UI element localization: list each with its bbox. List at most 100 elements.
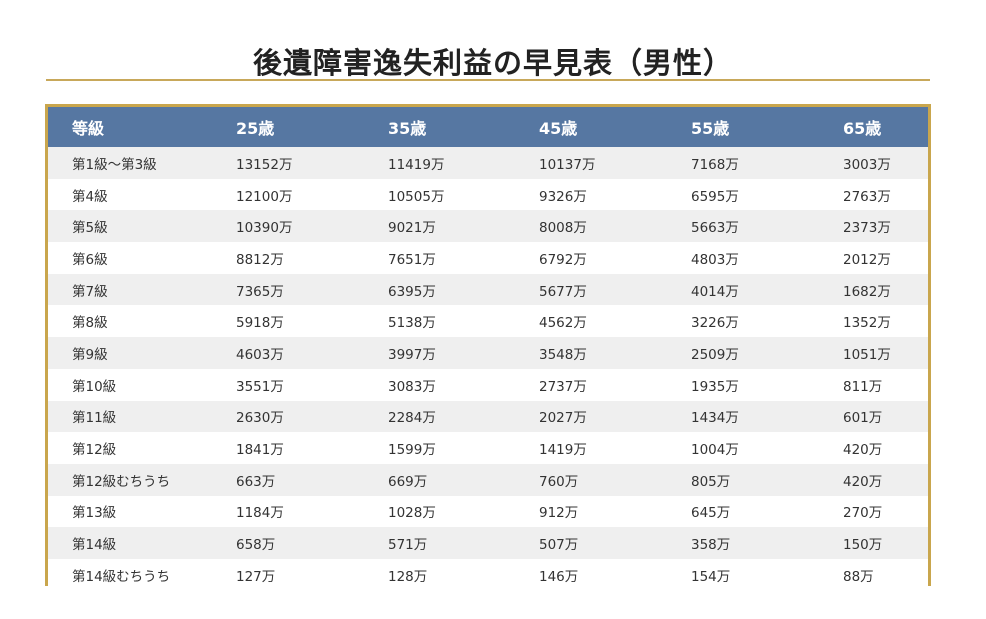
value-cell: 601万 xyxy=(843,410,883,427)
value-cell: 811万 xyxy=(843,378,883,395)
value-cell: 127万 xyxy=(236,568,276,585)
value-cell: 3997万 xyxy=(388,346,436,363)
value-cell: 3083万 xyxy=(388,378,436,395)
value-cell: 645万 xyxy=(691,505,731,522)
table-row: 第12級むちうち 663万 669万 760万 805万 420万 xyxy=(48,463,928,496)
value-cell: 1599万 xyxy=(388,442,436,459)
value-cell: 658万 xyxy=(236,537,276,554)
value-cell: 10137万 xyxy=(539,156,596,173)
value-cell: 420万 xyxy=(843,442,883,459)
grade-cell: 第1級〜第3級 xyxy=(72,156,157,173)
table-row: 第8級 5918万 5138万 4562万 3226万 1352万 xyxy=(48,305,928,338)
value-cell: 8008万 xyxy=(539,220,587,237)
grade-cell: 第6級 xyxy=(72,251,108,268)
value-cell: 2737万 xyxy=(539,378,587,395)
grade-cell: 第8級 xyxy=(72,315,108,332)
table-header-row: 等級 25歳 35歳 45歳 55歳 65歳 xyxy=(48,107,928,147)
grade-cell: 第10級 xyxy=(72,378,117,395)
value-cell: 1682万 xyxy=(843,283,891,300)
value-cell: 1419万 xyxy=(539,442,587,459)
value-cell: 2012万 xyxy=(843,251,891,268)
value-cell: 2763万 xyxy=(843,188,891,205)
table-row: 第14級むちうち 127万 128万 146万 154万 88万 xyxy=(48,558,928,591)
value-cell: 7651万 xyxy=(388,251,436,268)
value-cell: 146万 xyxy=(539,568,579,585)
value-cell: 5138万 xyxy=(388,315,436,332)
value-cell: 6595万 xyxy=(691,188,739,205)
grade-cell: 第12級むちうち xyxy=(72,473,171,490)
value-cell: 12100万 xyxy=(236,188,293,205)
value-cell: 1184万 xyxy=(236,505,284,522)
value-cell: 3551万 xyxy=(236,378,284,395)
value-cell: 11419万 xyxy=(388,156,445,173)
value-cell: 4803万 xyxy=(691,251,739,268)
grade-cell: 第5級 xyxy=(72,220,108,237)
value-cell: 669万 xyxy=(388,473,428,490)
table-row: 第11級 2630万 2284万 2027万 1434万 601万 xyxy=(48,400,928,433)
value-cell: 1004万 xyxy=(691,442,739,459)
table-row: 第4級 12100万 10505万 9326万 6595万 2763万 xyxy=(48,178,928,211)
value-cell: 3548万 xyxy=(539,346,587,363)
grade-cell: 第9級 xyxy=(72,346,108,363)
value-cell: 1352万 xyxy=(843,315,891,332)
value-cell: 7168万 xyxy=(691,156,739,173)
value-cell: 1051万 xyxy=(843,346,891,363)
value-cell: 150万 xyxy=(843,537,883,554)
table-row: 第7級 7365万 6395万 5677万 4014万 1682万 xyxy=(48,273,928,306)
grade-cell: 第11級 xyxy=(72,410,117,427)
header-age-35: 35歳 xyxy=(388,119,427,138)
value-cell: 5918万 xyxy=(236,315,284,332)
value-cell: 10390万 xyxy=(236,220,293,237)
value-cell: 507万 xyxy=(539,537,579,554)
table-row: 第9級 4603万 3997万 3548万 2509万 1051万 xyxy=(48,337,928,369)
title-divider xyxy=(46,79,930,81)
lost-earnings-table: 等級 25歳 35歳 45歳 55歳 65歳 第1級〜第3級 13152万 11… xyxy=(48,107,928,591)
value-cell: 1935万 xyxy=(691,378,739,395)
value-cell: 4014万 xyxy=(691,283,739,300)
value-cell: 270万 xyxy=(843,505,883,522)
value-cell: 5663万 xyxy=(691,220,739,237)
table-row: 第1級〜第3級 13152万 11419万 10137万 7168万 3003万 xyxy=(48,147,928,179)
value-cell: 2373万 xyxy=(843,220,891,237)
header-age-25: 25歳 xyxy=(236,119,275,138)
header-grade: 等級 xyxy=(72,119,105,138)
grade-cell: 第14級 xyxy=(72,537,117,554)
value-cell: 420万 xyxy=(843,473,883,490)
value-cell: 6792万 xyxy=(539,251,587,268)
table-row: 第14級 658万 571万 507万 358万 150万 xyxy=(48,527,928,559)
value-cell: 9021万 xyxy=(388,220,436,237)
value-cell: 154万 xyxy=(691,568,731,585)
value-cell: 88万 xyxy=(843,568,874,585)
grade-cell: 第12級 xyxy=(72,442,117,459)
table-row: 第5級 10390万 9021万 8008万 5663万 2373万 xyxy=(48,210,928,243)
header-age-65: 65歳 xyxy=(843,119,882,138)
value-cell: 4562万 xyxy=(539,315,587,332)
value-cell: 4603万 xyxy=(236,346,284,363)
table-row: 第10級 3551万 3083万 2737万 1935万 811万 xyxy=(48,368,928,401)
value-cell: 2630万 xyxy=(236,410,284,427)
value-cell: 1028万 xyxy=(388,505,436,522)
value-cell: 8812万 xyxy=(236,251,284,268)
value-cell: 3226万 xyxy=(691,315,739,332)
value-cell: 2027万 xyxy=(539,410,587,427)
value-cell: 358万 xyxy=(691,537,731,554)
value-cell: 7365万 xyxy=(236,283,284,300)
value-cell: 10505万 xyxy=(388,188,445,205)
value-cell: 663万 xyxy=(236,473,276,490)
table-row: 第12級 1841万 1599万 1419万 1004万 420万 xyxy=(48,432,928,464)
value-cell: 13152万 xyxy=(236,156,293,173)
value-cell: 1434万 xyxy=(691,410,739,427)
value-cell: 9326万 xyxy=(539,188,587,205)
page-title: 後遺障害逸失利益の早見表（男性） xyxy=(252,46,733,81)
grade-cell: 第7級 xyxy=(72,283,108,300)
table-row: 第6級 8812万 7651万 6792万 4803万 2012万 xyxy=(48,242,928,274)
grade-cell: 第4級 xyxy=(72,188,108,205)
value-cell: 2284万 xyxy=(388,410,436,427)
value-cell: 3003万 xyxy=(843,156,891,173)
grade-cell: 第14級むちうち xyxy=(72,568,171,585)
value-cell: 1841万 xyxy=(236,442,284,459)
value-cell: 6395万 xyxy=(388,283,436,300)
lost-earnings-table-container: 等級 25歳 35歳 45歳 55歳 65歳 第1級〜第3級 13152万 11… xyxy=(45,104,931,591)
header-age-45: 45歳 xyxy=(539,119,578,138)
value-cell: 2509万 xyxy=(691,346,739,363)
